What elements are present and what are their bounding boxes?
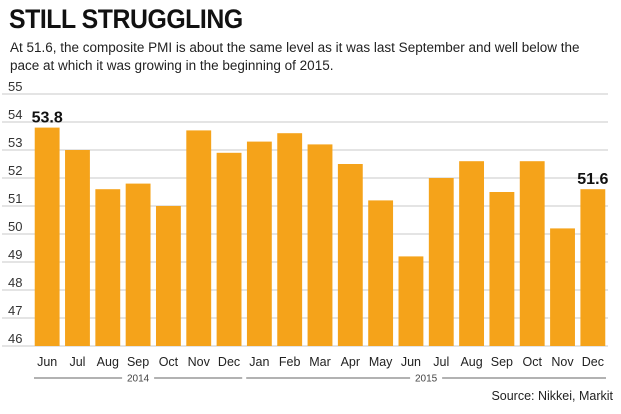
- x-tick-label: Jul: [69, 355, 85, 369]
- data-label: 51.6: [577, 171, 608, 188]
- bar: [216, 152, 242, 346]
- y-tick-label: 50: [8, 219, 22, 234]
- bar: [337, 164, 363, 346]
- x-tick-label: Feb: [279, 355, 301, 369]
- x-tick-label: Nov: [188, 355, 211, 369]
- bar: [34, 127, 60, 346]
- bar: [368, 200, 394, 346]
- y-tick-label: 48: [8, 275, 22, 290]
- x-tick-label: Jan: [249, 355, 269, 369]
- year-groups: 2014 2015: [34, 374, 606, 385]
- bar: [186, 130, 212, 346]
- bars: [34, 127, 606, 346]
- x-tick-label: Dec: [582, 355, 604, 369]
- year-label: 2014: [127, 374, 150, 385]
- y-tick-label: 47: [8, 303, 22, 318]
- y-tick-label: 55: [8, 79, 22, 94]
- bar: [489, 192, 515, 346]
- year-label: 2015: [415, 374, 438, 385]
- y-axis-ticks: 46 47 48 49 50 51 52 53 54 55: [8, 79, 22, 346]
- x-tick-label: Mar: [309, 355, 331, 369]
- x-tick-label: Apr: [341, 355, 360, 369]
- x-tick-label: Jun: [401, 355, 421, 369]
- x-tick-label: Dec: [218, 355, 240, 369]
- x-tick-label: Sep: [491, 355, 513, 369]
- bar: [550, 228, 575, 346]
- y-tick-label: 51: [8, 191, 22, 206]
- bar: [519, 161, 545, 346]
- bar: [277, 133, 303, 346]
- y-tick-label: 52: [8, 163, 22, 178]
- bar: [95, 189, 121, 346]
- x-tick-label: Jul: [433, 355, 449, 369]
- chart-title: STILL STRUGGLING: [9, 4, 243, 34]
- bar: [65, 150, 90, 346]
- x-tick-label: Oct: [159, 355, 179, 369]
- x-axis-ticks: Jun Jul Aug Sep Oct Nov Dec Jan Feb Mar Apr May Jun J…: [37, 355, 604, 369]
- bar: [307, 144, 333, 346]
- y-tick-label: 54: [8, 107, 22, 122]
- bar: [246, 141, 272, 346]
- x-tick-label: Nov: [551, 355, 574, 369]
- gridlines: [2, 93, 608, 347]
- source-note: Source: Nikkei, Markit: [491, 389, 613, 403]
- bar: [580, 189, 606, 346]
- bar: [459, 161, 485, 346]
- x-tick-label: May: [369, 355, 393, 369]
- x-tick-label: Aug: [460, 355, 482, 369]
- y-tick-label: 46: [8, 331, 22, 346]
- data-label: 53.8: [32, 110, 63, 127]
- bar: [155, 206, 181, 346]
- x-tick-label: Sep: [127, 355, 149, 369]
- bar: [398, 256, 424, 346]
- data-labels: 53.8 51.6: [32, 110, 609, 189]
- x-tick-label: Oct: [522, 355, 542, 369]
- x-tick-label: Aug: [97, 355, 119, 369]
- chart-subtitle: At 51.6, the composite PMI is about the …: [10, 40, 580, 73]
- y-tick-label: 49: [8, 247, 22, 262]
- x-tick-label: Jun: [37, 355, 57, 369]
- bar: [428, 178, 454, 346]
- y-tick-label: 53: [8, 135, 22, 150]
- bar: [125, 183, 151, 346]
